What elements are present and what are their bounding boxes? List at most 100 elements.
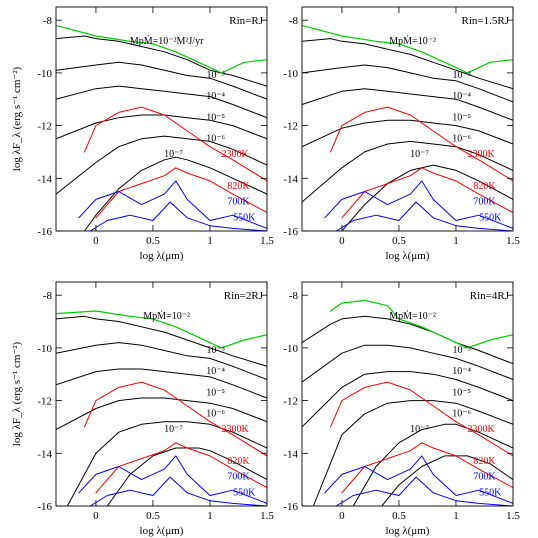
y-tick-label: -8 xyxy=(289,15,299,27)
y-tick-label: -16 xyxy=(283,226,298,238)
series-line-3-3 xyxy=(312,400,513,506)
plot-frame xyxy=(55,281,268,507)
series-line-3-2 xyxy=(302,371,513,428)
series-annotation: 10⁻³ xyxy=(453,70,471,81)
series-annotation: 820K xyxy=(227,181,250,192)
series-annotation: 10⁻³ xyxy=(453,345,471,356)
series-annotation: 700K xyxy=(473,197,496,208)
y-tick-label: -8 xyxy=(43,15,53,27)
y-tick-label: -14 xyxy=(37,173,52,185)
series-line-2-8 xyxy=(95,442,267,494)
plot-frame xyxy=(301,6,514,232)
x-tick-label: 1 xyxy=(453,235,459,247)
x-tick-label: 1 xyxy=(207,510,213,522)
series-line-3-1 xyxy=(302,344,513,383)
series-annotation: 550K xyxy=(479,487,502,498)
series-line-2-1 xyxy=(56,342,267,380)
series-line-3-0 xyxy=(302,315,513,365)
x-tick-label: 0 xyxy=(93,510,99,522)
series-annotation: 10⁻⁴ xyxy=(206,91,225,102)
series-line-3-9 xyxy=(324,455,513,504)
y-tick-label: -12 xyxy=(283,121,298,133)
x-axis-label: log λ(μm) xyxy=(140,525,184,537)
y-tick-label: -14 xyxy=(283,448,298,460)
panel-title: Rin=1.5RJ xyxy=(462,15,510,27)
series-line-3-6 xyxy=(329,299,513,349)
x-tick-label: 0.5 xyxy=(146,510,160,522)
x-tick-label: 0.5 xyxy=(392,235,406,247)
panel-bottom-right: 0 0.5 1 1.5 -16 -14 -12 -10 -8 log λ(μm) Rin=4RJ Mp… xyxy=(283,281,520,537)
series-annotation: 2300K xyxy=(221,149,249,160)
y-tick-label: -14 xyxy=(283,173,298,185)
y-tick-label: -16 xyxy=(37,501,52,513)
series-line-2-4 xyxy=(66,421,267,506)
series-line-3-10 xyxy=(335,476,513,506)
panel-title: Rin=RJ xyxy=(229,15,263,27)
series-annotation: 10⁻⁷ xyxy=(410,149,429,160)
series-line-3-7 xyxy=(330,381,513,457)
series-annotation: 700K xyxy=(473,472,496,483)
series-line-1-10 xyxy=(335,201,513,231)
x-tick-label: 1.5 xyxy=(260,235,274,247)
plot-area xyxy=(302,24,513,231)
panel-title: Rin=2RJ xyxy=(224,290,264,302)
series-line-2-2 xyxy=(56,368,267,399)
series-line-1-0 xyxy=(302,38,513,90)
series-line-3-4 xyxy=(352,423,513,506)
series-line-2-0 xyxy=(56,315,267,367)
y-tick-label: -12 xyxy=(283,396,298,408)
series-annotation: 550K xyxy=(479,212,502,223)
series-line-2-9 xyxy=(78,455,267,504)
series-line-0-6 xyxy=(56,24,267,74)
series-annotation: 10⁻⁵ xyxy=(452,112,471,123)
series-annotation: 2300K xyxy=(221,424,249,435)
panel-top-left: 0 0.5 1 1.5 -16 -14 -12 -10 -8 log λ(μm) log λF_λ … xyxy=(11,6,274,262)
x-axis-label: log λ(μm) xyxy=(386,250,430,262)
series-annotation: 10⁻⁴ xyxy=(206,366,225,377)
panel-bottom-left: 0 0.5 1 1.5 -16 -14 -12 -10 -8 log λ(μm) log λF_λ … xyxy=(11,281,274,537)
x-tick-label: 0.5 xyxy=(392,510,406,522)
series-annotation: 700K xyxy=(227,197,250,208)
plot-area xyxy=(56,24,267,231)
series-annotation: 10⁻⁶ xyxy=(206,408,225,419)
series-annotation: 2300K xyxy=(467,424,495,435)
series-annotation: 820K xyxy=(227,456,250,467)
x-tick-label: 0.5 xyxy=(146,235,160,247)
series-annotation: 10⁻⁶ xyxy=(452,408,471,419)
series-line-0-1 xyxy=(56,61,267,100)
series-annotation: 10⁻⁵ xyxy=(206,387,225,398)
series-line-1-3 xyxy=(302,119,513,148)
y-tick-label: -12 xyxy=(37,121,52,133)
series-annotation: 10⁻⁴ xyxy=(452,91,471,102)
x-axis-label: log λ(μm) xyxy=(386,525,430,537)
series-annotation: 10⁻⁷ xyxy=(164,424,183,435)
plot-area xyxy=(56,310,267,506)
x-tick-label: 0 xyxy=(339,510,345,522)
series-annotation: 10⁻⁶ xyxy=(206,133,225,144)
series-line-1-2 xyxy=(302,88,513,121)
series-line-3-5 xyxy=(381,455,513,506)
series-annotation: 820K xyxy=(473,456,496,467)
series-line-2-7 xyxy=(84,381,267,457)
y-tick-label: -14 xyxy=(37,448,52,460)
series-line-1-9 xyxy=(324,180,513,229)
series-annotation: 10⁻⁷ xyxy=(410,424,429,435)
series-line-0-8 xyxy=(95,167,267,219)
x-tick-label: 1.5 xyxy=(506,235,520,247)
series-line-0-9 xyxy=(78,180,267,229)
x-tick-label: 1 xyxy=(207,235,213,247)
x-tick-label: 0 xyxy=(93,235,99,247)
y-tick-label: -12 xyxy=(37,396,52,408)
panel-top-right: 0 0.5 1 1.5 -16 -14 -12 -10 -8 log λ(μm) Rin=1.5RJ… xyxy=(283,6,520,262)
series-line-0-10 xyxy=(89,201,267,231)
series-annotation: MpṀ=10⁻² xyxy=(389,310,436,322)
series-annotation: 10⁻⁶ xyxy=(452,133,471,144)
series-annotation: MpṀ=10⁻² xyxy=(143,310,190,322)
series-line-1-4 xyxy=(302,140,513,203)
series-line-0-3 xyxy=(56,114,267,140)
series-annotation: 10⁻⁴ xyxy=(452,366,471,377)
y-tick-label: -8 xyxy=(43,290,53,302)
series-annotation: MpṀ=10⁻²M²J/yr xyxy=(130,35,204,47)
series-annotation: 10⁻⁷ xyxy=(164,149,183,160)
